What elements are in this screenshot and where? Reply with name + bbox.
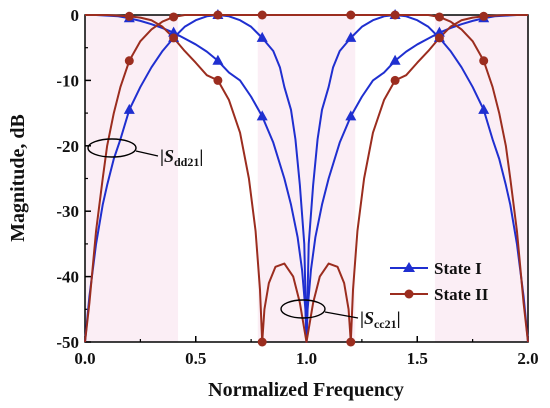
legend-marker-state-2 (404, 289, 414, 299)
y-axis-title: Magnitude, dB (7, 114, 29, 242)
data-marker-state-2 (346, 10, 356, 20)
legend: State I State II (390, 259, 489, 304)
data-marker-state-2 (213, 10, 223, 20)
y-tick-label: -40 (56, 268, 79, 287)
x-axis-title: Normalized Frequency (208, 379, 404, 401)
y-tick-label: -30 (56, 202, 79, 221)
data-marker-state-1 (345, 31, 357, 42)
data-marker-state-2 (169, 12, 179, 22)
data-marker-state-1 (212, 54, 224, 65)
data-marker-state-2 (257, 10, 267, 20)
axis-ticks: 0.0 0.5 1.0 1.5 2.0 0 -10 -20 -30 -40 -50 (56, 6, 538, 368)
shade-band-1 (257, 15, 356, 342)
annotation-ellipse (87, 138, 137, 158)
data-marker-state-1 (168, 26, 180, 37)
data-marker-state-2 (257, 337, 267, 347)
data-marker-state-1 (433, 26, 445, 37)
data-marker-state-1 (256, 110, 268, 121)
annotation-scc21: |Scc21| (280, 299, 401, 331)
data-marker-state-1 (345, 110, 357, 121)
shade-band-2 (434, 15, 528, 342)
legend-marker-state-1 (403, 262, 415, 272)
data-marker-state-1 (389, 54, 401, 65)
background-shading (85, 15, 528, 342)
data-marker-state-1 (123, 103, 135, 114)
data-marker-state-2 (479, 56, 489, 66)
data-marker-state-2 (390, 10, 400, 20)
x-tick-label: 0.0 (74, 349, 95, 368)
data-marker-state-2 (434, 12, 444, 22)
data-marker-state-2 (213, 75, 223, 85)
series-group (84, 14, 529, 343)
data-marker-state-2 (434, 33, 444, 43)
annotation-label-sdd21: |Sdd21| (160, 146, 203, 169)
annotation-label-scc21: |Scc21| (360, 308, 401, 331)
series-line-state-2-sdd21 (84, 14, 529, 343)
y-tick-label: -10 (56, 71, 79, 90)
x-tick-label: 2.0 (517, 349, 538, 368)
data-marker-state-2 (346, 337, 356, 347)
x-tick-label: 0.5 (185, 349, 206, 368)
y-tick-label: -20 (56, 137, 79, 156)
data-marker-state-1 (256, 31, 268, 42)
data-marker-state-2 (124, 11, 134, 21)
legend-label-state-2: State II (434, 285, 489, 304)
data-marker-state-2 (390, 75, 400, 85)
annotation-sdd21: |Sdd21| (87, 138, 203, 169)
y-tick-label: -50 (56, 333, 79, 352)
data-marker-state-2 (124, 56, 134, 66)
series-line-state-2-scc21 (85, 14, 528, 343)
y-tick-label: 0 (71, 6, 80, 25)
annotation-leader (324, 311, 359, 319)
legend-label-state-1: State I (434, 259, 482, 278)
data-marker-state-1 (478, 103, 490, 114)
data-marker-state-2 (169, 33, 179, 43)
shade-band-0 (85, 15, 179, 342)
annotation-leader (135, 150, 159, 157)
annotation-ellipse (280, 299, 326, 319)
x-tick-label: 1.0 (296, 349, 317, 368)
x-tick-label: 1.5 (407, 349, 428, 368)
data-marker-state-2 (479, 11, 489, 21)
markers-group (123, 9, 490, 347)
